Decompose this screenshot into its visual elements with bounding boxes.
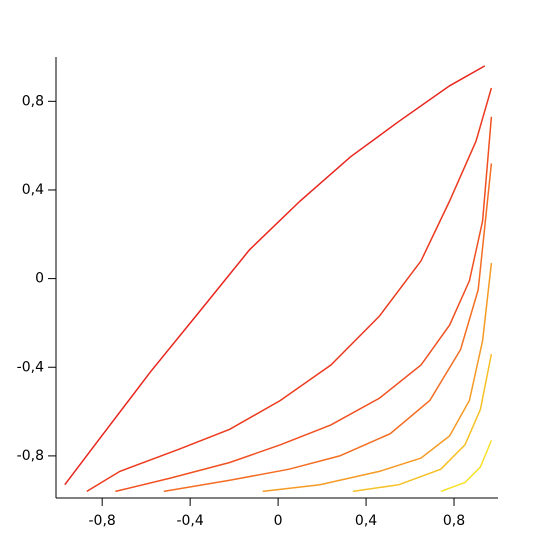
curve — [440, 440, 493, 493]
x-tick-label: 0 — [274, 513, 283, 529]
curve — [352, 353, 493, 493]
x-tick-label: 0,4 — [355, 513, 377, 529]
y-tick-label: 0,4 — [22, 182, 44, 198]
curve — [262, 263, 493, 493]
y-tick-label: 0 — [35, 271, 44, 287]
curve — [163, 163, 493, 493]
x-tick-label: 0,8 — [443, 513, 465, 529]
y-tick-label: -0,4 — [17, 359, 44, 375]
y-tick-label: -0,8 — [17, 448, 44, 464]
curve — [115, 116, 493, 493]
x-tick-label: -0,4 — [176, 513, 203, 529]
y-tick-label: 0,8 — [22, 93, 44, 109]
curve — [86, 87, 493, 493]
curve — [64, 65, 486, 486]
x-tick-label: -0,8 — [89, 513, 116, 529]
